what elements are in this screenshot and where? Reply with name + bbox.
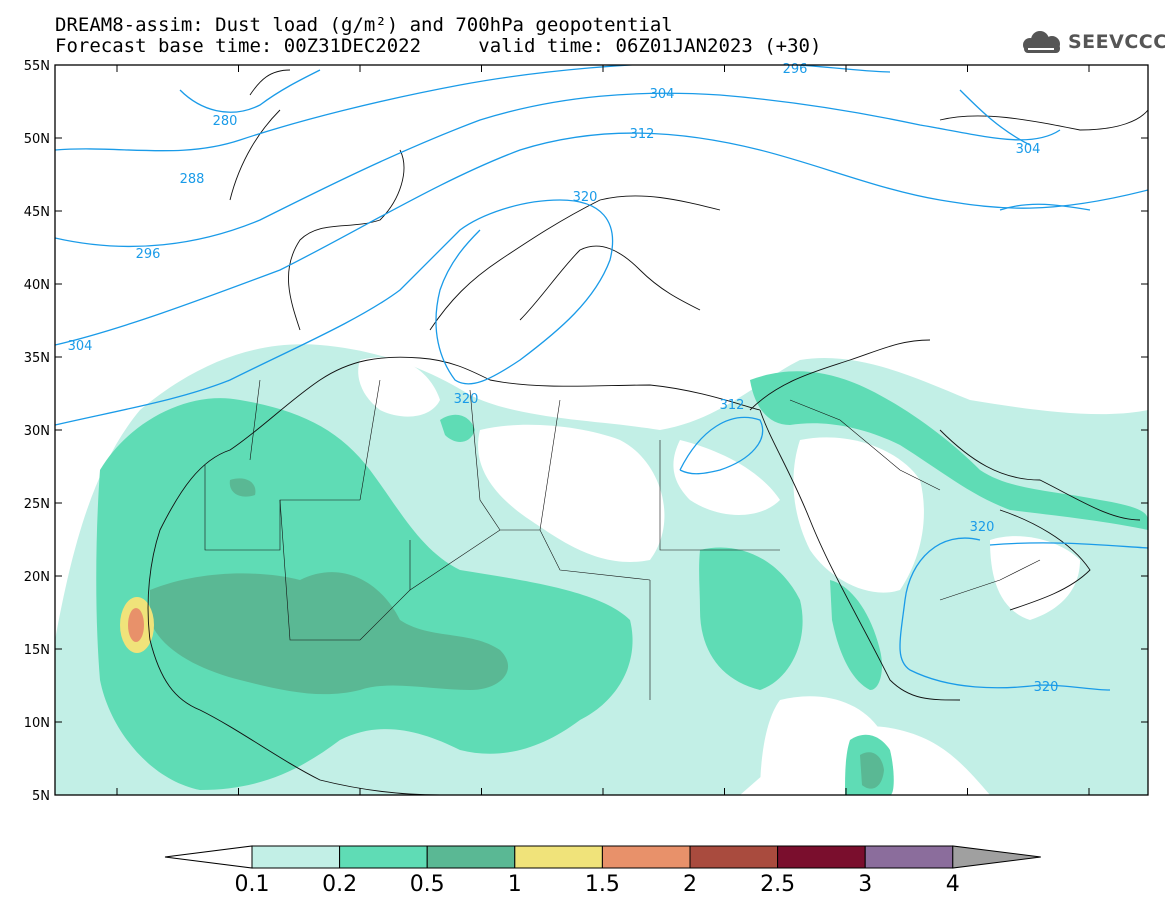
- latitude-axis: 55N 50N 45N 40N 35N 30N 25N 20N 15N 10N 5N: [24, 59, 1148, 800]
- contour-label: 288: [180, 172, 205, 187]
- contour-label: 320: [970, 520, 995, 535]
- colorbar-label: 0.1: [235, 872, 270, 897]
- contour-label: 304: [650, 87, 675, 102]
- colorbar-label: 2.5: [760, 872, 795, 897]
- contour-label-group: 296 280 304 312 288 320 296 304 320 312 320 320 304: [68, 62, 1059, 695]
- logo-text: SEEVCCC: [1068, 31, 1165, 53]
- contour-label: 320: [573, 190, 598, 205]
- map-title: DREAM8-assim: Dust load (g/m²) and 700hP…: [55, 14, 673, 36]
- contour-label: 304: [68, 339, 93, 354]
- colorbar-label: 0.2: [322, 872, 357, 897]
- geopotential-contours: [55, 65, 1148, 691]
- contour-label: 304: [1016, 142, 1041, 157]
- lat-label: 15N: [24, 643, 50, 658]
- colorbar-high-arrow: [952, 845, 1041, 869]
- colorbar-box: [864, 845, 954, 869]
- longitude-axis: 20W10W010E20E30E40E50E60E: [116, 65, 1090, 795]
- lat-label: 40N: [24, 278, 50, 293]
- contour-label: 320: [1034, 680, 1059, 695]
- colorbar-low-arrow: [164, 845, 253, 869]
- colorbar-label: 1.5: [585, 872, 620, 897]
- time-info: Forecast base time: 00Z31DEC2022 valid t…: [55, 36, 821, 56]
- borders: [204, 379, 1041, 700]
- contour-label: 280: [213, 114, 238, 129]
- colorbar-box: [777, 845, 866, 869]
- colorbar-boxes: [164, 845, 1041, 869]
- lat-label: 20N: [24, 570, 50, 585]
- colorbar-box: [251, 845, 341, 869]
- colorbar-box: [689, 845, 779, 869]
- contour-label: 312: [720, 398, 745, 413]
- dust-hotspot-orange: [128, 608, 144, 642]
- base-time: Forecast base time: 00Z31DEC2022: [55, 35, 422, 57]
- lat-label: 45N: [24, 205, 50, 220]
- valid-time: valid time: 06Z01JAN2023 (+30): [478, 35, 822, 57]
- contour-label: 296: [783, 62, 808, 77]
- lat-label: 35N: [24, 351, 50, 366]
- contour-label: 320: [454, 392, 479, 407]
- lat-label: 30N: [24, 424, 50, 439]
- colorbar-box: [426, 845, 516, 869]
- contour-label: 312: [630, 127, 655, 142]
- colorbar-box: [339, 845, 428, 869]
- dust-field-high: [150, 572, 509, 695]
- coastlines: [147, 69, 1148, 795]
- lat-label: 55N: [24, 59, 50, 74]
- colorbar-labels: 0.1 0.2 0.5 1 1.5 2 2.5 3 4: [235, 872, 960, 897]
- colorbar-box: [514, 845, 603, 869]
- contour-label: 296: [136, 247, 161, 262]
- lat-label: 10N: [24, 716, 50, 731]
- colorbar-box: [601, 845, 691, 869]
- colorbar-label: 3: [858, 872, 872, 897]
- lat-label: 50N: [24, 132, 50, 147]
- lat-label: 5N: [32, 789, 50, 800]
- colorbar-label: 0.5: [410, 872, 445, 897]
- lat-label: 25N: [24, 497, 50, 512]
- colorbar-label: 4: [946, 872, 960, 897]
- colorbar-label: 1: [508, 872, 522, 897]
- seevccc-logo: [1023, 31, 1060, 53]
- colorbar-label: 2: [683, 872, 697, 897]
